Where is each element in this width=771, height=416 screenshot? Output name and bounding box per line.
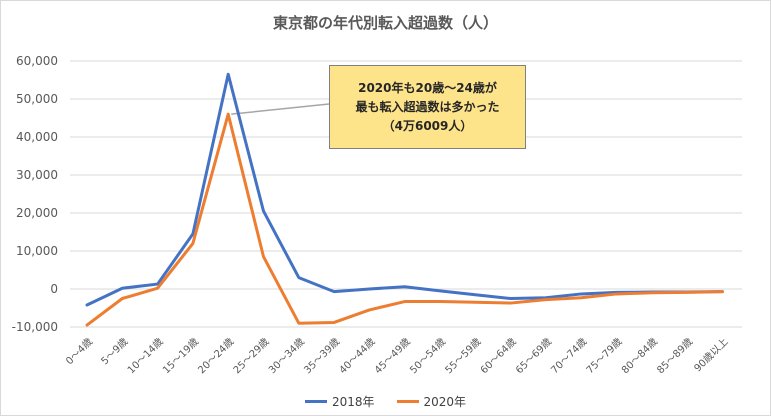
x-tick-label: 50〜54歳	[407, 336, 448, 377]
x-tick-label: 25〜29歳	[231, 336, 272, 377]
x-tick-label: 65〜69歳	[513, 336, 554, 377]
y-tick-label: 60,000	[16, 54, 58, 68]
x-tick-label: 70〜74歳	[549, 336, 590, 377]
x-tick-label: 60〜64歳	[478, 336, 519, 377]
x-tick-label: 15〜19歳	[160, 336, 201, 377]
legend-swatch-2018	[304, 400, 327, 403]
callout-leader-line	[231, 103, 330, 115]
legend-label-2020: 2020年	[423, 395, 467, 409]
x-tick-label: 90歳以上	[692, 336, 731, 375]
y-tick-label: 0	[50, 282, 58, 296]
x-tick-label: 75〜79歳	[584, 336, 625, 377]
x-tick-label: 45〜49歳	[372, 336, 413, 377]
chart-title: 東京都の年代別転入超過数（人）	[272, 14, 498, 32]
x-tick-label: 80〜84歳	[619, 336, 660, 377]
x-tick-label: 30〜34歳	[266, 336, 307, 377]
x-tick-label: 55〜59歳	[443, 336, 484, 377]
y-tick-label: -10,000	[12, 320, 58, 334]
x-tick-label: 10〜14歳	[125, 336, 166, 377]
series-lines	[85, 72, 724, 327]
x-tick-label: 35〜39歳	[302, 336, 343, 377]
y-tick-label: 40,000	[16, 130, 58, 144]
x-tick-label: 0〜4歳	[63, 336, 95, 368]
annotation-line-3: （4万6009人）	[382, 118, 473, 133]
x-tick-label: 20〜24歳	[196, 336, 237, 377]
y-tick-label: 50,000	[16, 92, 58, 106]
y-tick-label: 20,000	[16, 206, 58, 220]
x-tick-label: 40〜44歳	[337, 336, 378, 377]
annotation-line-2: 最も転入超過数は多かった	[355, 99, 500, 114]
x-axis-tick-labels: 0〜4歳 5〜9歳10〜14歳15〜19歳20〜24歳25〜29歳30〜34歳35…	[63, 336, 730, 377]
legend-label-2018: 2018年	[331, 395, 375, 409]
x-tick-label: 85〜89歳	[655, 336, 696, 377]
annotation-line-1: 2020年も20歳〜24歳が	[358, 80, 497, 95]
y-tick-label: 10,000	[16, 244, 58, 258]
y-axis-tick-labels: -10,000 0 10,000 20,000 30,000 40,000 50,000 60…	[12, 54, 58, 334]
legend-item-2018: 2018年	[304, 393, 375, 410]
annotation-callout: 2020年も20歳〜24歳が 最も転入超過数は多かった （4万6009人）	[329, 65, 526, 149]
legend: 2018年 2020年	[0, 393, 771, 410]
y-tick-label: 30,000	[16, 168, 58, 182]
x-tick-label: 5〜9歳	[99, 336, 131, 368]
legend-swatch-2020	[396, 400, 419, 403]
legend-item-2020: 2020年	[396, 393, 467, 410]
